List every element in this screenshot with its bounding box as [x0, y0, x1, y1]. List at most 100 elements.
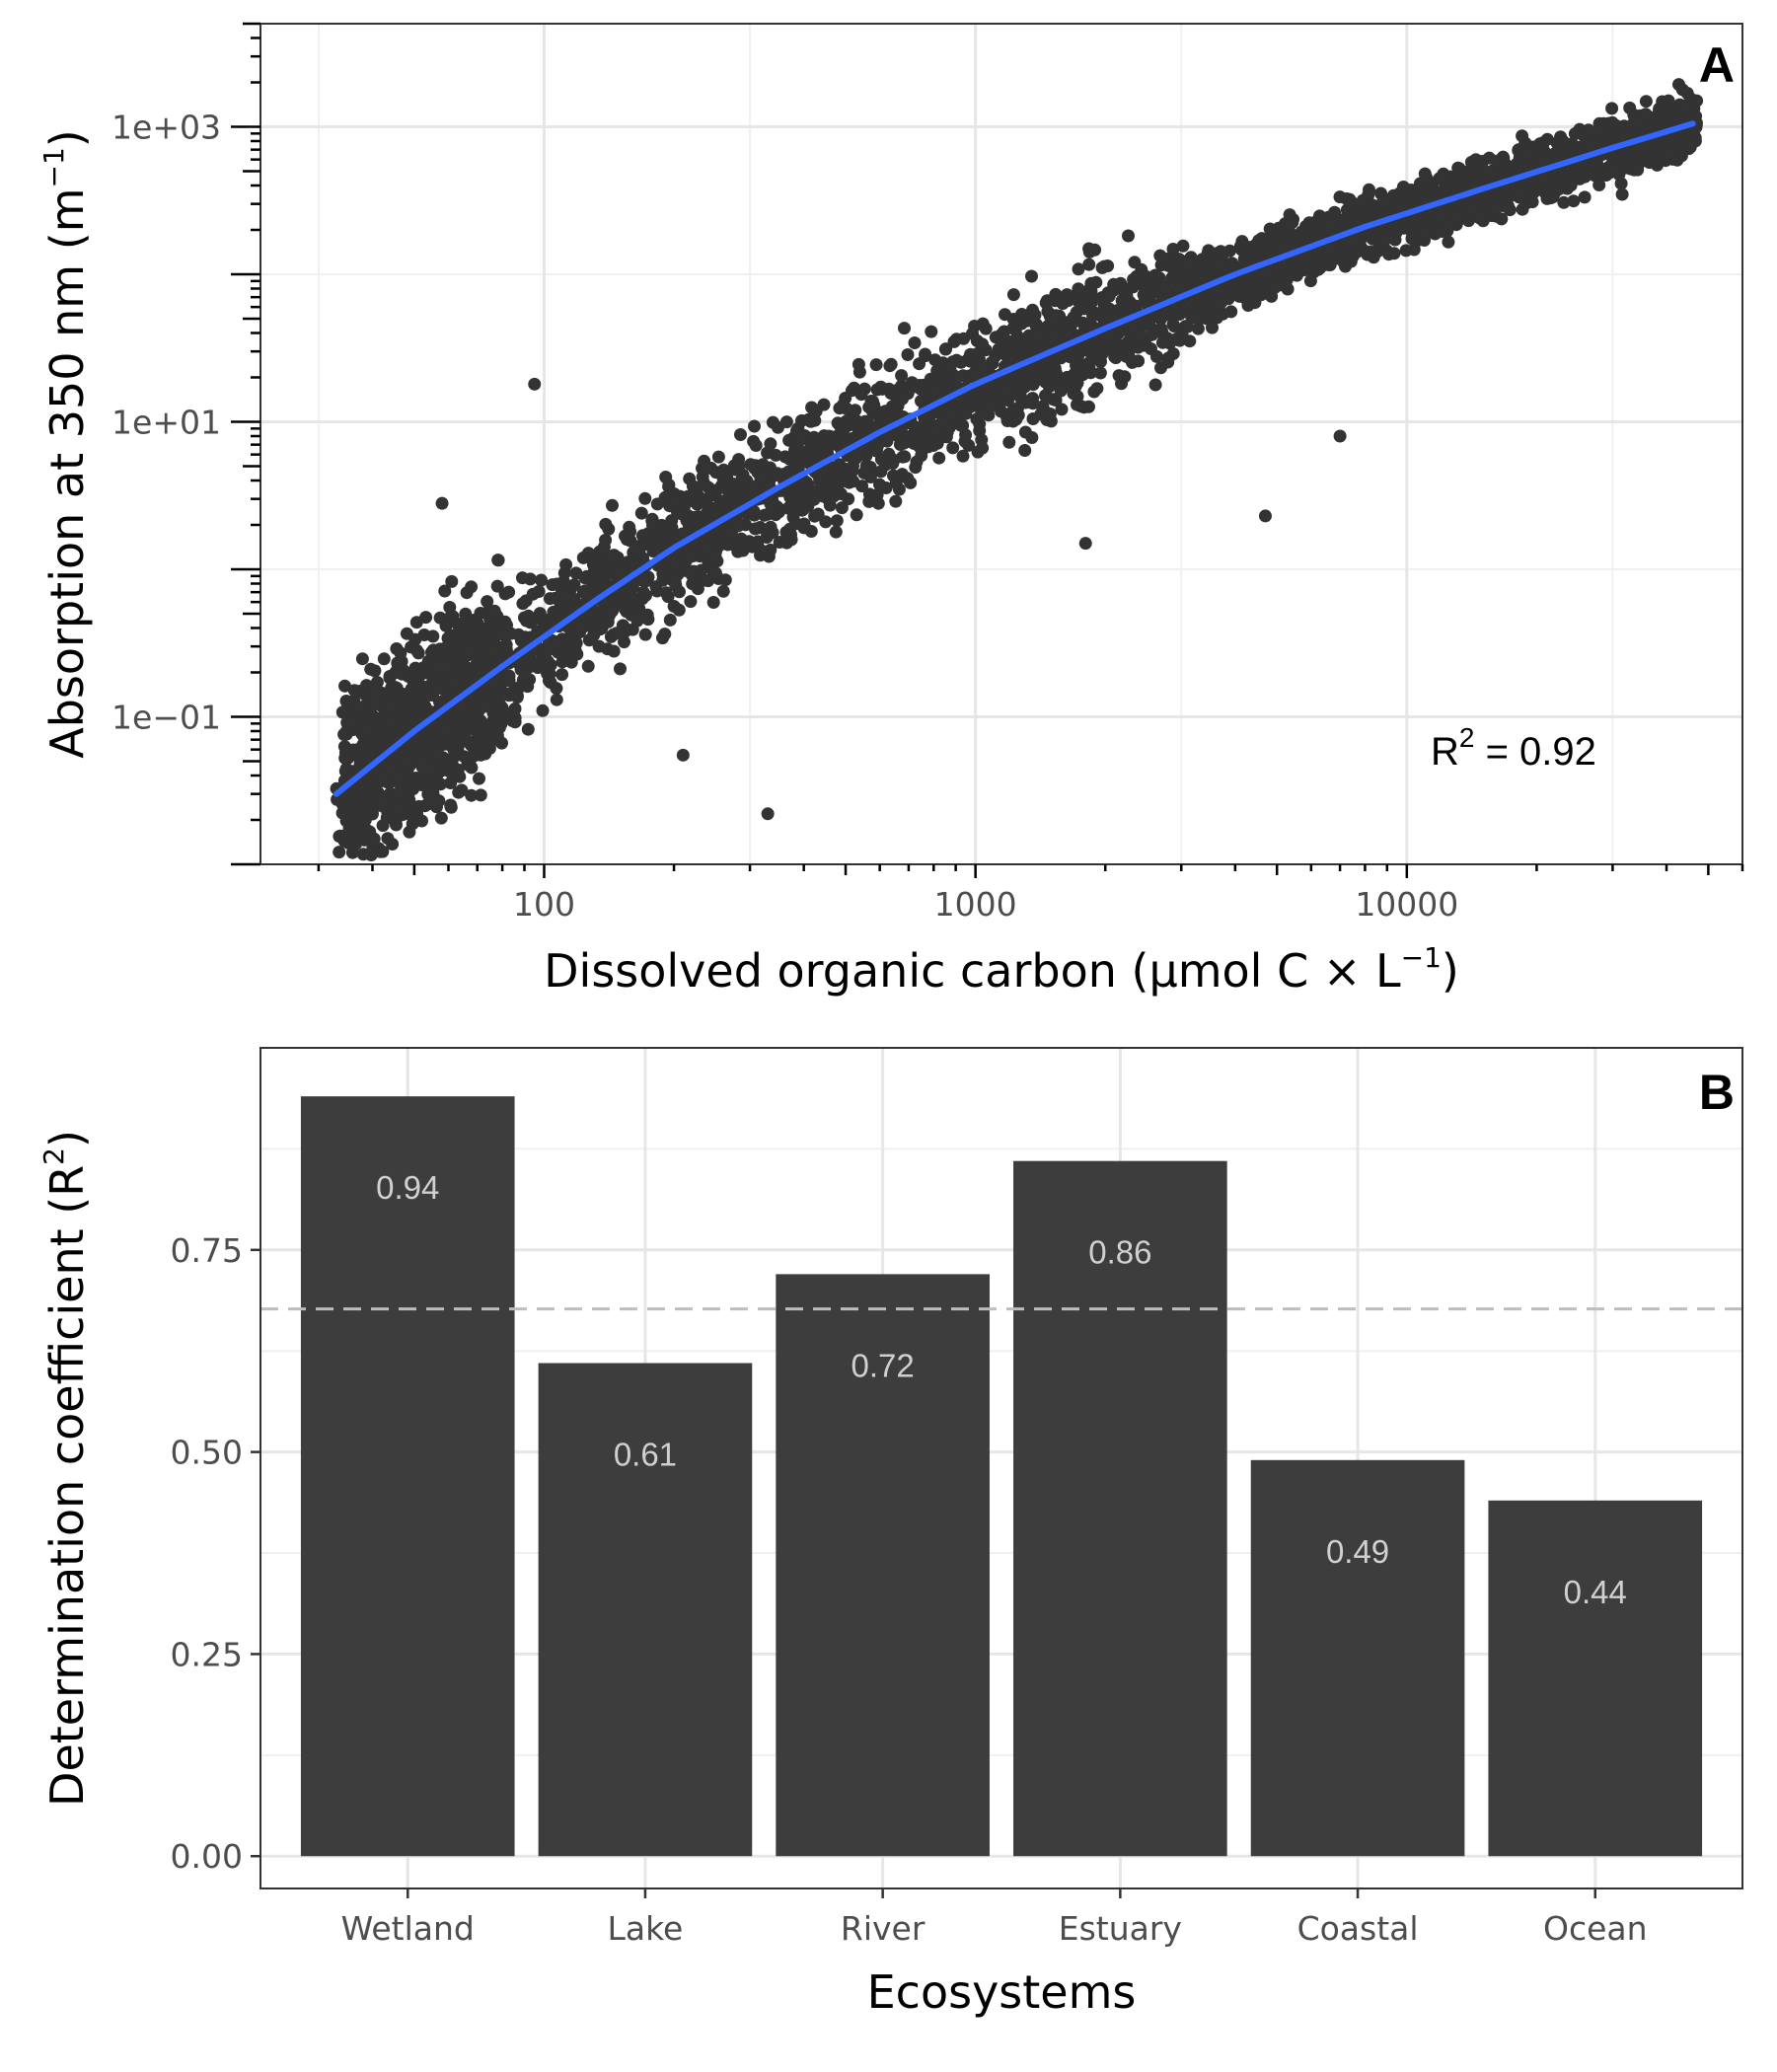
x-tick-label: Coastal: [1297, 1909, 1419, 1948]
scatter-point: [341, 705, 355, 719]
scatter-point: [365, 806, 379, 820]
scatter-point: [364, 733, 377, 747]
scatter-point: [1582, 123, 1595, 137]
scatter-point: [910, 455, 924, 469]
scatter-point: [667, 573, 681, 587]
scatter-point: [755, 544, 768, 557]
scatter-point: [1605, 102, 1619, 115]
scatter-point: [1567, 194, 1581, 208]
scatter-point: [1265, 225, 1279, 239]
scatter-point: [1018, 425, 1032, 439]
scatter-point: [1006, 288, 1020, 302]
scatter-point: [438, 584, 452, 598]
scatter-point: [761, 507, 775, 521]
scatter-point: [491, 554, 505, 567]
scatter-point: [869, 358, 883, 372]
scatter-point: [1258, 509, 1272, 523]
scatter-point: [1189, 293, 1203, 307]
scatter-point: [1071, 390, 1084, 404]
scatter-point: [941, 375, 955, 389]
x-tick-label: 1000: [934, 885, 1017, 924]
scatter-point: [638, 491, 652, 505]
scatter-point: [1643, 156, 1657, 170]
scatter-point: [1639, 95, 1653, 109]
scatter-point: [1346, 237, 1360, 251]
scatter-point: [439, 721, 453, 735]
scatter-point: [1088, 243, 1102, 257]
scatter-point: [1648, 119, 1662, 133]
scatter-point: [1578, 190, 1592, 204]
bar-coastal: [1250, 1459, 1465, 1857]
scatter-point: [389, 666, 403, 680]
scatter-point: [1544, 183, 1558, 196]
scatter-point: [985, 387, 999, 401]
scatter-point: [347, 684, 361, 698]
scatter-point: [1377, 234, 1391, 247]
scatter-point: [1125, 320, 1139, 333]
scatter-point: [1273, 271, 1287, 285]
scatter-point: [367, 781, 381, 795]
scatter-point: [682, 549, 696, 562]
scatter-point: [1489, 190, 1503, 204]
scatter-point: [835, 501, 849, 515]
scatter-point: [1533, 142, 1547, 156]
scatter-point: [727, 459, 741, 473]
scatter-point: [339, 695, 353, 707]
scatter-point: [1067, 311, 1080, 325]
scatter-point: [1654, 111, 1666, 124]
scatter-point: [699, 573, 711, 587]
scatter-point: [467, 637, 481, 651]
scatter-point: [542, 674, 555, 688]
scatter-point: [1101, 259, 1115, 272]
scatter-point: [1435, 221, 1448, 235]
panel-b-x-tick-labels: Wetland Lake River Estuary Coastal Ocean: [341, 1909, 1648, 1948]
bar-data-label: 0.86: [1088, 1234, 1151, 1271]
scatter-point: [1191, 322, 1205, 335]
scatter-point: [1489, 202, 1503, 216]
scatter-point: [434, 777, 447, 791]
scatter-point: [1081, 290, 1094, 304]
scatter-point: [1256, 249, 1270, 262]
scatter-point: [1190, 311, 1204, 325]
scatter-point: [895, 369, 909, 383]
scatter-point: [514, 633, 528, 647]
scatter-point: [867, 399, 881, 411]
scatter-point: [513, 657, 526, 671]
scatter-point: [408, 661, 422, 675]
scatter-point: [498, 587, 512, 601]
bar-wetland: [300, 1096, 515, 1857]
scatter-point: [390, 818, 403, 832]
scatter-point: [1054, 384, 1068, 398]
scatter-point: [429, 727, 443, 741]
scatter-point: [412, 701, 426, 714]
scatter-point: [889, 494, 903, 508]
y-tick-label: 0.25: [171, 1635, 243, 1673]
scatter-point: [1014, 317, 1028, 331]
scatter-point: [1140, 287, 1153, 301]
scatter-point: [685, 564, 699, 578]
scatter-point: [1045, 377, 1059, 391]
scatter-point: [452, 785, 466, 799]
scatter-point: [355, 816, 369, 830]
scatter-point: [538, 660, 552, 674]
scatter-point: [460, 586, 474, 600]
scatter-point: [829, 525, 843, 539]
scatter-point: [1148, 378, 1162, 392]
scatter-point: [1328, 205, 1342, 219]
scatter-point: [562, 593, 576, 607]
scatter-point: [708, 550, 722, 563]
scatter-point: [747, 481, 761, 494]
scatter-point: [939, 342, 953, 356]
scatter-point: [1333, 190, 1347, 204]
scatter-point: [782, 452, 796, 466]
scatter-point: [999, 383, 1012, 397]
scatter-point: [547, 605, 560, 619]
scatter-point: [667, 600, 681, 613]
scatter-point: [610, 627, 624, 640]
x-tick-label: River: [841, 1909, 926, 1948]
scatter-point: [619, 529, 631, 543]
scatter-point: [1018, 375, 1032, 389]
scatter-point: [522, 609, 535, 623]
scatter-point: [779, 415, 793, 429]
bar-data-label: 0.94: [376, 1169, 439, 1206]
